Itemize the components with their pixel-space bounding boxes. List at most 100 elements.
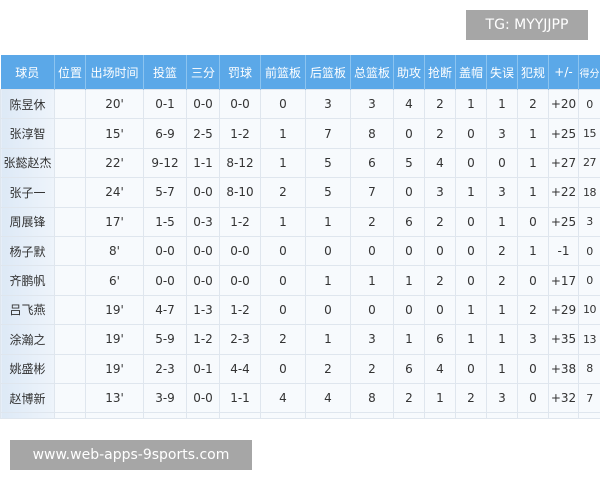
- stat-cell: 0: [393, 235, 425, 267]
- stat-cell: 24': [85, 177, 144, 208]
- stat-cell: 2-3: [219, 324, 261, 355]
- stat-cell: 2-3: [143, 353, 187, 384]
- stat-cell: +35: [548, 324, 579, 355]
- column-header[interactable]: 得分: [578, 55, 600, 90]
- stat-cell: [486, 412, 518, 420]
- stat-cell: 1: [260, 118, 306, 149]
- column-header[interactable]: 总篮板: [350, 55, 394, 90]
- stat-cell: 0: [455, 118, 487, 149]
- column-header[interactable]: 盖帽: [455, 55, 487, 90]
- stat-cell: 1: [455, 294, 487, 326]
- stat-cell: [305, 412, 351, 420]
- stat-cell: 2: [517, 88, 549, 120]
- table-header-row: 球员 位置 出场时间 投篮 三分 罚球 前篮板 后篮板 总篮板 助攻 抢断 盖帽 失误 犯规 +/- 得分: [0, 55, 600, 90]
- box-score-table-container: 球员 位置 出场时间 投篮 三分 罚球 前篮板 后篮板 总篮板 助攻 抢断 盖帽 失误 犯规 +/- 得分 陈…: [0, 55, 600, 420]
- stat-cell: 4: [393, 88, 425, 120]
- watermark-tg: TG: MYYJJPP: [466, 10, 588, 40]
- stat-cell: 1-1: [219, 382, 261, 414]
- stat-cell: 0-0: [186, 265, 220, 296]
- stat-cell: 0: [260, 265, 306, 296]
- stat-cell: 2: [486, 235, 518, 267]
- stat-cell: 2: [424, 118, 456, 149]
- column-header[interactable]: 失误: [486, 55, 518, 90]
- stat-cell: 0: [260, 353, 306, 384]
- stat-cell: 2: [424, 265, 456, 296]
- stat-cell: [54, 265, 86, 296]
- column-header[interactable]: 位置: [54, 55, 86, 90]
- stat-cell: 8-10: [219, 177, 261, 208]
- stat-cell: 6: [393, 353, 425, 384]
- column-header[interactable]: 罚球: [219, 55, 261, 90]
- stat-cell: 0: [393, 118, 425, 149]
- stat-cell: 1-5: [143, 206, 187, 237]
- stat-cell: [54, 382, 86, 414]
- column-header[interactable]: 球员: [0, 55, 55, 90]
- column-header[interactable]: 前篮板: [260, 55, 306, 90]
- stat-cell: 0-1: [143, 88, 187, 120]
- stat-cell: 0: [578, 88, 600, 120]
- stat-cell: [54, 206, 86, 237]
- stat-cell: 4-4: [219, 353, 261, 384]
- stat-cell: 3: [424, 177, 456, 208]
- stat-cell: 1: [486, 353, 518, 384]
- player-name-cell: 杨子默: [0, 235, 55, 267]
- stat-cell: 15': [85, 118, 144, 149]
- stat-cell: [54, 88, 86, 120]
- table-row: 齐鹏帆 6' 0-0 0-0 0-0 0 1 1 1 2 0 2 0 +17 0: [0, 265, 600, 296]
- stat-cell: 6': [85, 265, 144, 296]
- stat-cell: 2: [455, 382, 487, 414]
- stat-cell: 1: [305, 324, 351, 355]
- stat-cell: [455, 412, 487, 420]
- stat-cell: 3: [486, 118, 518, 149]
- column-header[interactable]: 出场时间: [85, 55, 144, 90]
- stat-cell: +25: [548, 118, 579, 149]
- stat-cell: 0: [455, 235, 487, 267]
- column-header[interactable]: 三分: [186, 55, 220, 90]
- column-header[interactable]: 后篮板: [305, 55, 351, 90]
- stat-cell: [186, 412, 220, 420]
- stat-cell: 1-1: [186, 147, 220, 179]
- stat-cell: 2: [393, 382, 425, 414]
- table-row: 张懿赵杰 22' 9-12 1-1 8-12 1 5 6 5 4 0 0 1 +27 27: [0, 147, 600, 179]
- stat-cell: 1-3: [186, 294, 220, 326]
- stat-cell: 19': [85, 353, 144, 384]
- stat-cell: 0: [393, 177, 425, 208]
- stat-cell: 6: [393, 206, 425, 237]
- stat-cell: 4: [424, 353, 456, 384]
- stat-cell: [260, 412, 306, 420]
- stat-cell: 0: [578, 265, 600, 296]
- column-header[interactable]: 犯规: [517, 55, 549, 90]
- stat-cell: 2: [260, 324, 306, 355]
- stat-cell: [54, 147, 86, 179]
- column-header[interactable]: +/-: [548, 55, 579, 90]
- stat-cell: 0: [424, 294, 456, 326]
- stat-cell: 1: [260, 206, 306, 237]
- stat-cell: 0: [260, 294, 306, 326]
- stat-cell: [350, 412, 394, 420]
- stat-cell: 0: [455, 147, 487, 179]
- stat-cell: +27: [548, 147, 579, 179]
- box-score-table: 球员 位置 出场时间 投篮 三分 罚球 前篮板 后篮板 总篮板 助攻 抢断 盖帽 失误 犯规 +/- 得分 陈…: [0, 55, 600, 420]
- column-header[interactable]: 投篮: [143, 55, 187, 90]
- player-name-cell: 涂瀚之: [0, 324, 55, 355]
- stat-cell: [578, 412, 600, 420]
- player-name-cell: 张懿赵杰: [0, 147, 55, 179]
- column-header[interactable]: 抢断: [424, 55, 456, 90]
- stat-cell: 0-0: [186, 177, 220, 208]
- stat-cell: 1: [424, 382, 456, 414]
- stat-cell: [54, 118, 86, 149]
- stat-cell: 6-9: [143, 118, 187, 149]
- stat-cell: 0-0: [219, 265, 261, 296]
- stat-cell: 0: [393, 294, 425, 326]
- player-name-cell: 姚盛彬: [0, 353, 55, 384]
- stat-cell: 0-1: [186, 353, 220, 384]
- player-name-cell: 吕飞燕: [0, 294, 55, 326]
- stat-cell: 3: [486, 382, 518, 414]
- player-name-cell: 张淳智: [0, 118, 55, 149]
- stat-cell: 2: [517, 294, 549, 326]
- stat-cell: [517, 412, 549, 420]
- table-row: 吕飞燕 19' 4-7 1-3 1-2 0 0 0 0 0 1 1 2 +29 10: [0, 294, 600, 326]
- column-header[interactable]: 助攻: [393, 55, 425, 90]
- table-row: 涂瀚之 19' 5-9 1-2 2-3 2 1 3 1 6 1 1 3 +35 13: [0, 324, 600, 355]
- stat-cell: 7: [305, 118, 351, 149]
